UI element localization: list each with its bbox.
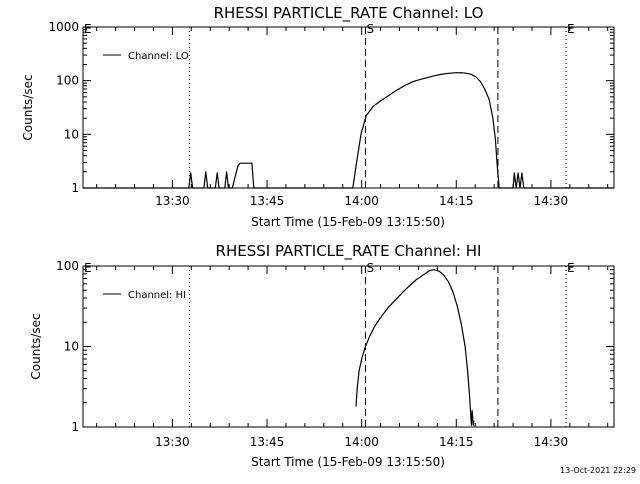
x-tick-label-0-0: 13:30 <box>155 194 190 208</box>
y-tick-label-1-2: 100 <box>56 259 79 273</box>
x-axis-label-1: Start Time (15-Feb-09 13:15:50) <box>251 455 445 469</box>
chart-title-1: RHESSI PARTICLE_RATE Channel: HI <box>216 242 482 261</box>
legend-entry-1: Channel: HI <box>128 290 186 301</box>
x-tick-label-1-3: 14:15 <box>439 435 474 449</box>
y-axis-label-0: Counts/sec <box>21 74 35 140</box>
x-tick-label-1-0: 13:30 <box>155 435 190 449</box>
marker-label-0-2: S <box>366 22 374 36</box>
marker-label-1-2: S <box>366 261 374 275</box>
x-tick-label-0-1: 13:45 <box>250 194 285 208</box>
x-axis-label-0: Start Time (15-Feb-09 13:15:50) <box>251 215 445 229</box>
y-tick-label-0-2: 100 <box>56 74 79 88</box>
y-tick-label-1-0: 1 <box>71 420 79 434</box>
y-tick-label-0-3: 1000 <box>48 20 79 34</box>
legend-entry-0: Channel: LO <box>128 51 189 62</box>
series-line-1-0 <box>355 269 475 426</box>
x-tick-label-0-2: 14:00 <box>344 194 379 208</box>
marker-label-0-0: E <box>84 22 92 36</box>
marker-label-1-0: E <box>84 261 92 275</box>
y-tick-label-0-0: 1 <box>71 181 79 195</box>
footer-timestamp: 13-Oct-2021 22:29 <box>560 466 636 475</box>
series-line-0-0 <box>83 72 614 189</box>
x-tick-label-0-4: 14:30 <box>534 194 569 208</box>
chart-title-0: RHESSI PARTICLE_RATE Channel: LO <box>214 4 484 23</box>
marker-label-1-4: E <box>567 261 575 275</box>
x-tick-label-1-2: 14:00 <box>344 435 379 449</box>
x-tick-label-1-1: 13:45 <box>250 435 285 449</box>
x-tick-label-0-3: 14:15 <box>439 194 474 208</box>
marker-label-0-4: E <box>567 22 575 36</box>
y-tick-label-1-1: 10 <box>64 340 79 354</box>
x-tick-label-1-4: 14:30 <box>534 435 569 449</box>
y-axis-label-1: Counts/sec <box>29 313 43 379</box>
y-tick-label-0-1: 10 <box>64 127 79 141</box>
